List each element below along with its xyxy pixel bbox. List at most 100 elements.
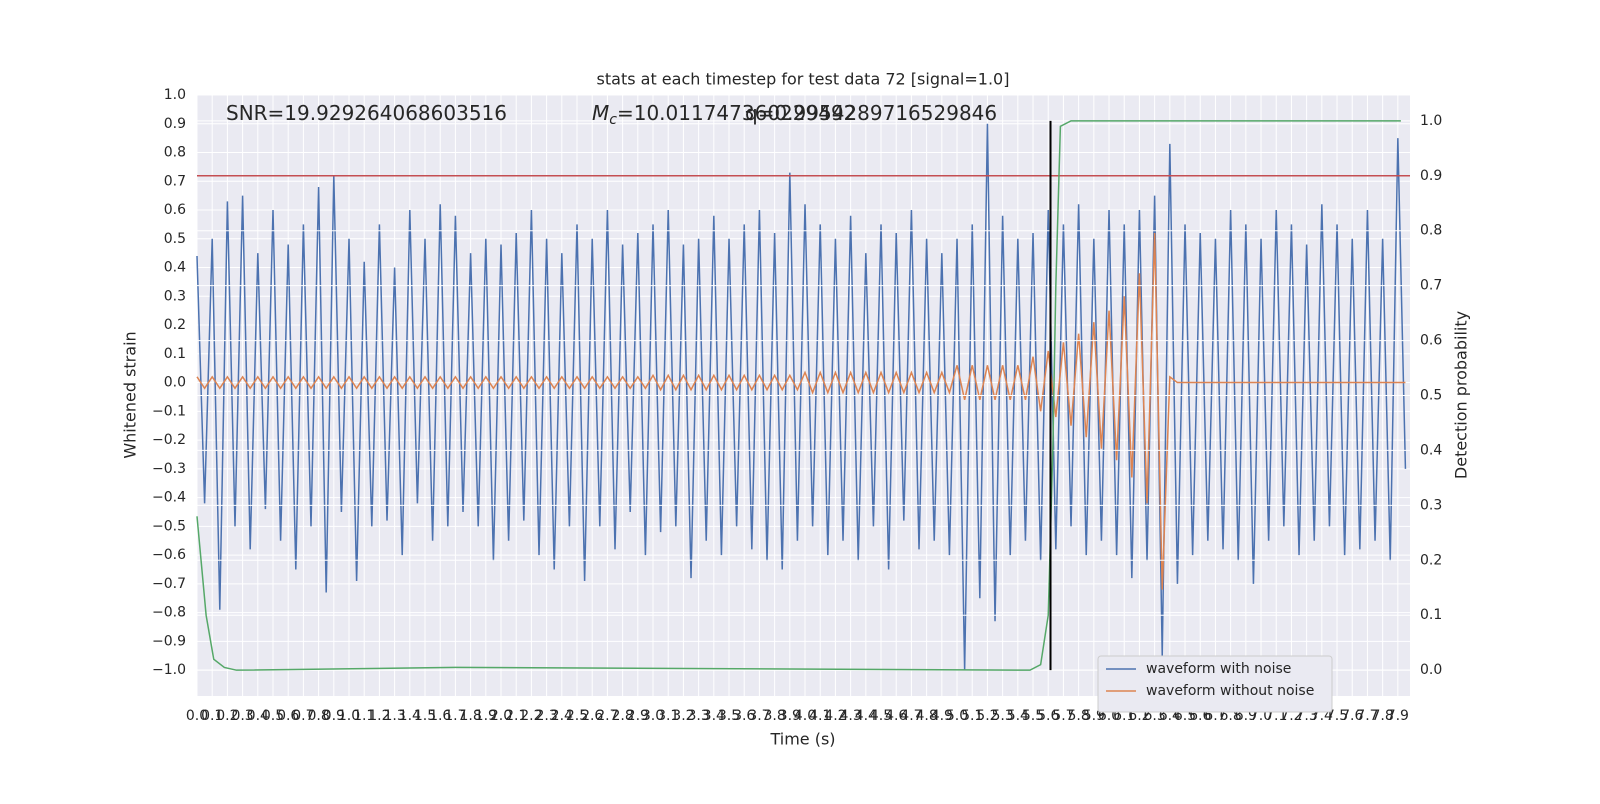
- x-tick-label: 3.4: [703, 708, 725, 724]
- x-tick-label: 0.9: [323, 708, 345, 724]
- x-tick-label: 1.7: [444, 708, 466, 724]
- annotation-text: =10.011747360229492: [617, 101, 856, 125]
- x-tick-label: 0.6: [277, 708, 299, 724]
- y-tick-label: 0.1: [164, 346, 186, 362]
- y-axis-label: Whitened strain: [121, 331, 140, 458]
- annotation-symbol: M: [592, 101, 609, 125]
- y-tick-label: −0.3: [152, 461, 186, 477]
- legend-box: [1097, 655, 1333, 713]
- y2-tick-label: 0.3: [1420, 497, 1442, 513]
- x-tick-label: 2.4: [551, 708, 573, 724]
- y2-tick-label: 0.2: [1420, 552, 1442, 568]
- x-tick-label: 3.1: [657, 708, 679, 724]
- x-tick-label: 3.8: [763, 708, 785, 724]
- x-tick-label: 3.0: [642, 708, 664, 724]
- x-tick-label: 0.5: [262, 708, 284, 724]
- y-tick-label: 0.3: [164, 288, 186, 304]
- x-tick-label: 7.7: [1356, 708, 1378, 724]
- legend-label: waveform with noise: [1146, 661, 1291, 677]
- x-tick-label: 0.3: [231, 708, 253, 724]
- x-tick-label: 2.3: [535, 708, 557, 724]
- x-tick-label: 5.7: [1052, 708, 1074, 724]
- x-tick-label: 5.0: [946, 708, 968, 724]
- x-tick-label: 0.8: [307, 708, 329, 724]
- y-tick-label: −0.2: [152, 432, 186, 448]
- y-tick-label: 0.9: [164, 116, 186, 132]
- series-line: [196, 123, 1407, 671]
- annotation-text: q=0.9954289716529846: [745, 101, 997, 125]
- x-tick-label: 4.1: [809, 708, 831, 724]
- y2-tick-label: 0.7: [1420, 278, 1442, 294]
- x-tick-label: 3.5: [718, 708, 740, 724]
- x-tick-label: 1.5: [414, 708, 436, 724]
- legend-label: waveform without noise: [1146, 683, 1314, 699]
- y-tick-label: 0.5: [164, 231, 186, 247]
- x-tick-label: 7.8: [1372, 708, 1394, 724]
- y-tick-label: −0.1: [152, 403, 186, 419]
- x-tick-label: 2.7: [596, 708, 618, 724]
- x-tick-label: 5.5: [1022, 708, 1044, 724]
- x-tick-label: 0.7: [292, 708, 314, 724]
- x-tick-label: 1.2: [368, 708, 390, 724]
- annotation-text: SNR=19.929264068603516: [226, 101, 507, 125]
- x-tick-label: 2.8: [611, 708, 633, 724]
- x-tick-label: 7.6: [1341, 708, 1363, 724]
- x-tick-label: 0.4: [247, 708, 269, 724]
- x-tick-label: 3.7: [748, 708, 770, 724]
- y-tick-label: 0.4: [164, 260, 186, 276]
- x-tick-label: 0.1: [201, 708, 223, 724]
- x-tick-label: 2.0: [490, 708, 512, 724]
- annotation-subscript: c: [609, 112, 617, 128]
- x-tick-label: 1.6: [429, 708, 451, 724]
- x-tick-label: 1.9: [475, 708, 497, 724]
- annotation: SNR=19.929264068603516: [226, 101, 507, 125]
- x-tick-label: 2.1: [505, 708, 527, 724]
- x-tick-label: 1.1: [353, 708, 375, 724]
- y-tick-label: −0.6: [152, 547, 186, 563]
- x-tick-label: 3.2: [672, 708, 694, 724]
- x-tick-label: 4.7: [900, 708, 922, 724]
- y-tick-label: −0.4: [152, 490, 186, 506]
- x-tick-label: 0.2: [216, 708, 238, 724]
- y-tick-label: −0.8: [152, 605, 186, 621]
- x-tick-label: 7.9: [1387, 708, 1409, 724]
- x-tick-label: 4.5: [870, 708, 892, 724]
- x-tick-label: 5.3: [991, 708, 1013, 724]
- y2-tick-label: 0.5: [1420, 388, 1442, 404]
- annotation: q=0.9954289716529846: [745, 101, 997, 125]
- y2-tick-label: 1.0: [1420, 113, 1442, 129]
- x-tick-label: 4.3: [839, 708, 861, 724]
- x-tick-label: 1.3: [383, 708, 405, 724]
- x-tick-label: 4.2: [824, 708, 846, 724]
- y2-tick-label: 0.4: [1420, 442, 1442, 458]
- y-tick-label: 0.2: [164, 317, 186, 333]
- x-tick-label: 5.4: [1007, 708, 1029, 724]
- x-tick-label: 1.0: [338, 708, 360, 724]
- series-line: [196, 233, 1406, 590]
- series-line: [196, 120, 1401, 671]
- y-tick-label: 0.8: [164, 145, 186, 161]
- x-tick-label: 0.0: [186, 708, 208, 724]
- x-tick-label: 2.6: [581, 708, 603, 724]
- x-tick-label: 4.8: [915, 708, 937, 724]
- chart-title: stats at each timestep for test data 72 …: [597, 70, 1010, 89]
- x-tick-label: 3.6: [733, 708, 755, 724]
- x-axis-label: Time (s): [769, 730, 835, 749]
- x-tick-label: 2.5: [566, 708, 588, 724]
- x-tick-label: 4.9: [931, 708, 953, 724]
- y-tick-label: −0.9: [152, 633, 186, 649]
- x-tick-label: 4.4: [855, 708, 877, 724]
- y-tick-label: 0.7: [164, 173, 186, 189]
- y-tick-label: −0.7: [152, 576, 186, 592]
- y-tick-label: −1.0: [152, 662, 186, 678]
- y2-tick-label: 0.0: [1420, 662, 1442, 678]
- x-tick-label: 2.2: [520, 708, 542, 724]
- y2-axis-label: Detection probability: [1452, 311, 1471, 479]
- x-tick-label: 5.1: [961, 708, 983, 724]
- y2-tick-label: 0.9: [1420, 168, 1442, 184]
- y-tick-label: 0.6: [164, 202, 186, 218]
- x-tick-label: 2.9: [627, 708, 649, 724]
- y-tick-label: 1.0: [164, 87, 186, 103]
